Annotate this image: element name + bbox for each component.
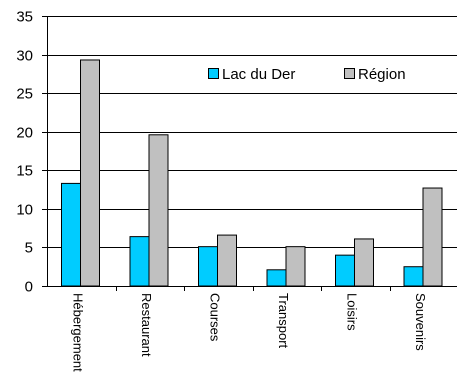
x-tick-label: Courses	[207, 293, 222, 342]
x-tick-labels: Hébergement Restaurant Courses Transport Loi…	[70, 286, 428, 372]
bar-lac-du-der	[129, 236, 150, 287]
legend-label: Région	[358, 66, 406, 83]
y-tick-labels: 0 5 10 15 20 25 30 35	[16, 9, 47, 296]
bar-lac-du-der	[266, 269, 287, 287]
bar-lac-du-der	[61, 182, 81, 287]
y-tick-label: 35	[16, 9, 33, 26]
y-tick-label: 0	[25, 279, 33, 296]
x-tick-label: Restaurant	[139, 293, 154, 357]
legend-swatch	[344, 68, 355, 79]
legend-swatch	[208, 68, 219, 79]
y-tick-label: 5	[25, 240, 33, 257]
bar-lac-du-der	[403, 266, 424, 287]
y-tick-label: 20	[16, 125, 33, 142]
bar-lac-du-der	[198, 246, 218, 287]
bar-lac-du-der	[335, 254, 355, 287]
axes	[47, 16, 457, 287]
x-tick-label: Loisirs	[344, 293, 359, 331]
bar-region	[148, 134, 169, 287]
x-tick-label: Transport	[276, 293, 291, 349]
y-tick-label: 15	[16, 163, 33, 180]
gridlines	[47, 16, 457, 248]
bar-region	[80, 59, 100, 287]
legend-label: Lac du Der	[222, 66, 295, 83]
bar-region	[354, 238, 374, 287]
bar-region	[422, 187, 443, 287]
bar-region	[217, 234, 237, 287]
x-tick-label: Hébergement	[70, 293, 85, 372]
bar-region	[285, 246, 306, 287]
legend: Lac du Der Région	[208, 66, 406, 83]
bars	[61, 59, 443, 287]
y-tick-label: 30	[16, 48, 33, 65]
y-tick-label: 25	[16, 86, 33, 103]
y-tick-label: 10	[16, 202, 33, 219]
x-tick-label: Souvenirs	[413, 293, 428, 351]
